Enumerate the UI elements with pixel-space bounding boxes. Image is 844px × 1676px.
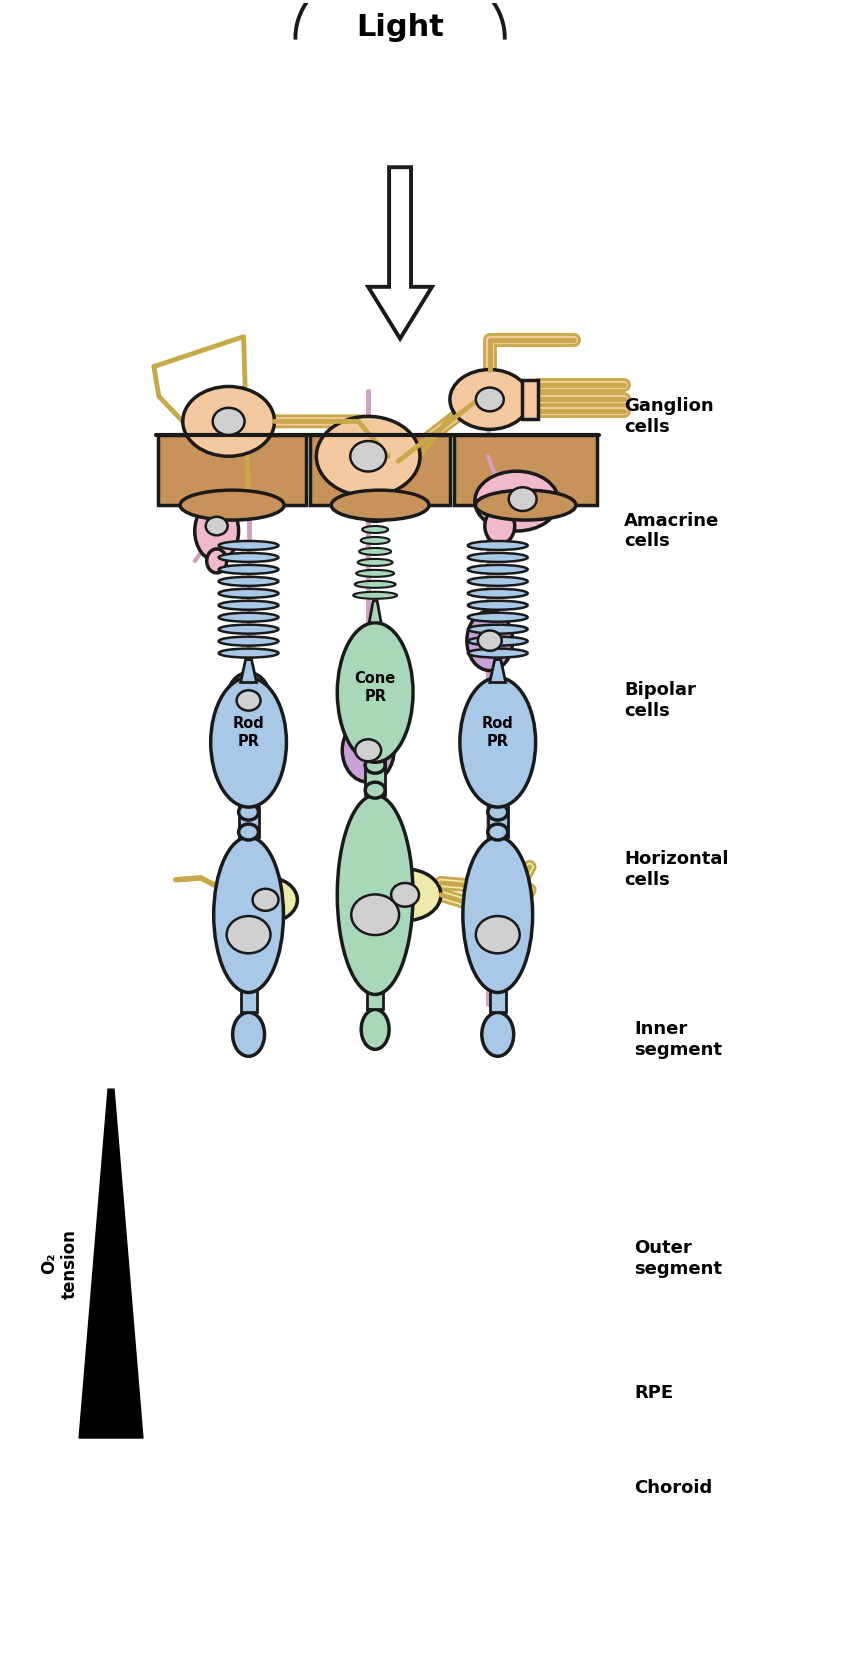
Ellipse shape bbox=[468, 600, 528, 610]
Ellipse shape bbox=[219, 577, 279, 587]
Ellipse shape bbox=[213, 407, 245, 436]
Ellipse shape bbox=[338, 794, 413, 994]
Ellipse shape bbox=[358, 558, 392, 566]
Ellipse shape bbox=[343, 719, 394, 783]
Ellipse shape bbox=[219, 600, 279, 610]
Text: O₂
tension: O₂ tension bbox=[40, 1229, 78, 1299]
Ellipse shape bbox=[239, 825, 258, 840]
Ellipse shape bbox=[219, 649, 279, 657]
Ellipse shape bbox=[239, 804, 258, 820]
Ellipse shape bbox=[219, 637, 279, 645]
Ellipse shape bbox=[468, 588, 528, 598]
Ellipse shape bbox=[183, 387, 274, 456]
Polygon shape bbox=[522, 379, 538, 419]
Ellipse shape bbox=[488, 825, 508, 840]
Ellipse shape bbox=[509, 488, 537, 511]
Ellipse shape bbox=[236, 691, 261, 711]
Polygon shape bbox=[369, 600, 381, 623]
Ellipse shape bbox=[467, 610, 512, 670]
Ellipse shape bbox=[468, 625, 528, 634]
Ellipse shape bbox=[360, 548, 391, 555]
Polygon shape bbox=[311, 436, 450, 504]
Ellipse shape bbox=[354, 592, 397, 598]
Ellipse shape bbox=[468, 553, 528, 561]
Ellipse shape bbox=[468, 565, 528, 573]
Ellipse shape bbox=[316, 416, 420, 496]
Polygon shape bbox=[490, 989, 506, 1012]
Ellipse shape bbox=[362, 526, 388, 533]
Ellipse shape bbox=[227, 672, 270, 729]
Ellipse shape bbox=[356, 570, 394, 577]
Polygon shape bbox=[241, 660, 257, 682]
Ellipse shape bbox=[468, 649, 528, 657]
Ellipse shape bbox=[219, 613, 279, 622]
Ellipse shape bbox=[475, 471, 559, 531]
Ellipse shape bbox=[219, 625, 279, 634]
Ellipse shape bbox=[475, 489, 576, 520]
Ellipse shape bbox=[219, 565, 279, 573]
Ellipse shape bbox=[252, 888, 279, 910]
Ellipse shape bbox=[219, 553, 279, 561]
Polygon shape bbox=[79, 1089, 143, 1438]
Ellipse shape bbox=[463, 836, 533, 992]
Ellipse shape bbox=[206, 516, 228, 535]
Ellipse shape bbox=[450, 369, 530, 429]
Text: Rod
PR: Rod PR bbox=[233, 716, 264, 749]
Ellipse shape bbox=[214, 836, 284, 992]
Text: Amacrine
cells: Amacrine cells bbox=[625, 511, 720, 550]
Ellipse shape bbox=[365, 758, 385, 773]
Ellipse shape bbox=[369, 868, 441, 920]
Polygon shape bbox=[490, 660, 506, 682]
Ellipse shape bbox=[365, 783, 385, 798]
Ellipse shape bbox=[211, 677, 286, 808]
Ellipse shape bbox=[468, 637, 528, 645]
Ellipse shape bbox=[234, 877, 297, 923]
Ellipse shape bbox=[478, 630, 501, 650]
Polygon shape bbox=[368, 168, 432, 339]
Text: Bipolar
cells: Bipolar cells bbox=[625, 680, 696, 721]
Ellipse shape bbox=[364, 515, 387, 521]
Text: Light: Light bbox=[356, 13, 444, 42]
Text: Rod
PR: Rod PR bbox=[482, 716, 514, 749]
Ellipse shape bbox=[361, 1009, 389, 1049]
Ellipse shape bbox=[219, 541, 279, 550]
Ellipse shape bbox=[355, 739, 381, 761]
Ellipse shape bbox=[219, 588, 279, 598]
Ellipse shape bbox=[468, 541, 528, 550]
Polygon shape bbox=[454, 436, 598, 504]
Text: Ganglion
cells: Ganglion cells bbox=[625, 397, 714, 436]
Polygon shape bbox=[158, 436, 306, 504]
Ellipse shape bbox=[354, 582, 396, 588]
Polygon shape bbox=[241, 989, 257, 1012]
Ellipse shape bbox=[207, 550, 227, 573]
Polygon shape bbox=[367, 989, 383, 1009]
Polygon shape bbox=[365, 761, 385, 794]
Ellipse shape bbox=[391, 883, 419, 907]
Text: RPE: RPE bbox=[635, 1384, 674, 1403]
Ellipse shape bbox=[351, 895, 399, 935]
Ellipse shape bbox=[476, 387, 504, 411]
Ellipse shape bbox=[338, 623, 413, 763]
Text: Choroid: Choroid bbox=[635, 1478, 712, 1497]
Ellipse shape bbox=[482, 1012, 514, 1056]
Ellipse shape bbox=[484, 508, 515, 545]
Ellipse shape bbox=[195, 501, 239, 561]
Ellipse shape bbox=[460, 677, 536, 808]
Text: Cone
PR: Cone PR bbox=[354, 672, 396, 704]
Ellipse shape bbox=[488, 804, 508, 820]
Ellipse shape bbox=[468, 577, 528, 587]
Polygon shape bbox=[488, 808, 508, 836]
Text: Outer
segment: Outer segment bbox=[635, 1239, 722, 1279]
Ellipse shape bbox=[227, 917, 270, 954]
Ellipse shape bbox=[468, 613, 528, 622]
Ellipse shape bbox=[332, 489, 429, 520]
Ellipse shape bbox=[350, 441, 386, 471]
Ellipse shape bbox=[360, 536, 390, 545]
Text: Horizontal
cells: Horizontal cells bbox=[625, 850, 729, 890]
Ellipse shape bbox=[180, 489, 284, 520]
Ellipse shape bbox=[476, 917, 520, 954]
Polygon shape bbox=[239, 808, 258, 836]
Ellipse shape bbox=[233, 1012, 264, 1056]
Text: Inner
segment: Inner segment bbox=[635, 1021, 722, 1059]
